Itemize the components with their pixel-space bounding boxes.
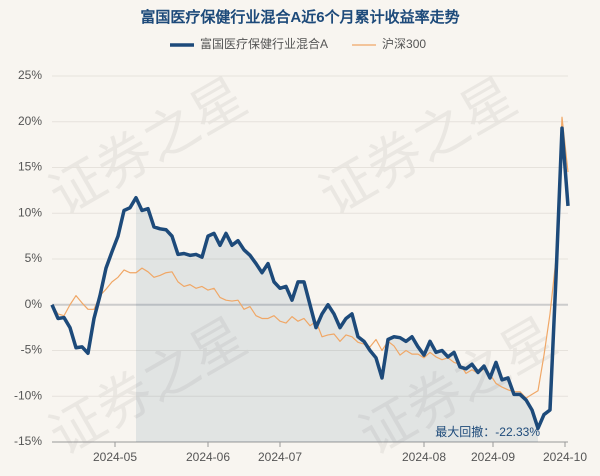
y-tick-label: 20% [18,114,42,128]
x-tick-label: 2024-07 [258,450,302,464]
y-tick-label: 5% [25,251,43,265]
y-tick-label: -15% [14,434,42,448]
y-tick-label: 0% [25,297,43,311]
annotation: 最大回撤：-22.33% [435,424,540,439]
x-tick-label: 2024-10 [543,450,587,464]
y-tick-label: 15% [18,160,42,174]
y-tick-label: -10% [14,388,42,402]
x-tick-label: 2024-09 [471,450,515,464]
drawdown-area [136,197,538,442]
y-tick-label: -5% [21,343,43,357]
series-line [50,126,570,431]
x-tick-label: 2024-06 [186,450,230,464]
x-tick-label: 2024-08 [402,450,446,464]
legend-label: 富国医疗保健行业混合A [200,36,328,51]
legend-label: 沪深300 [382,37,426,51]
chart-title: 富国医疗保健行业混合A近6个月累计收益率走势 [140,8,459,26]
y-tick-label: 25% [18,68,42,82]
y-tick-label: 10% [18,205,42,219]
x-tick-label: 2024-05 [93,450,137,464]
